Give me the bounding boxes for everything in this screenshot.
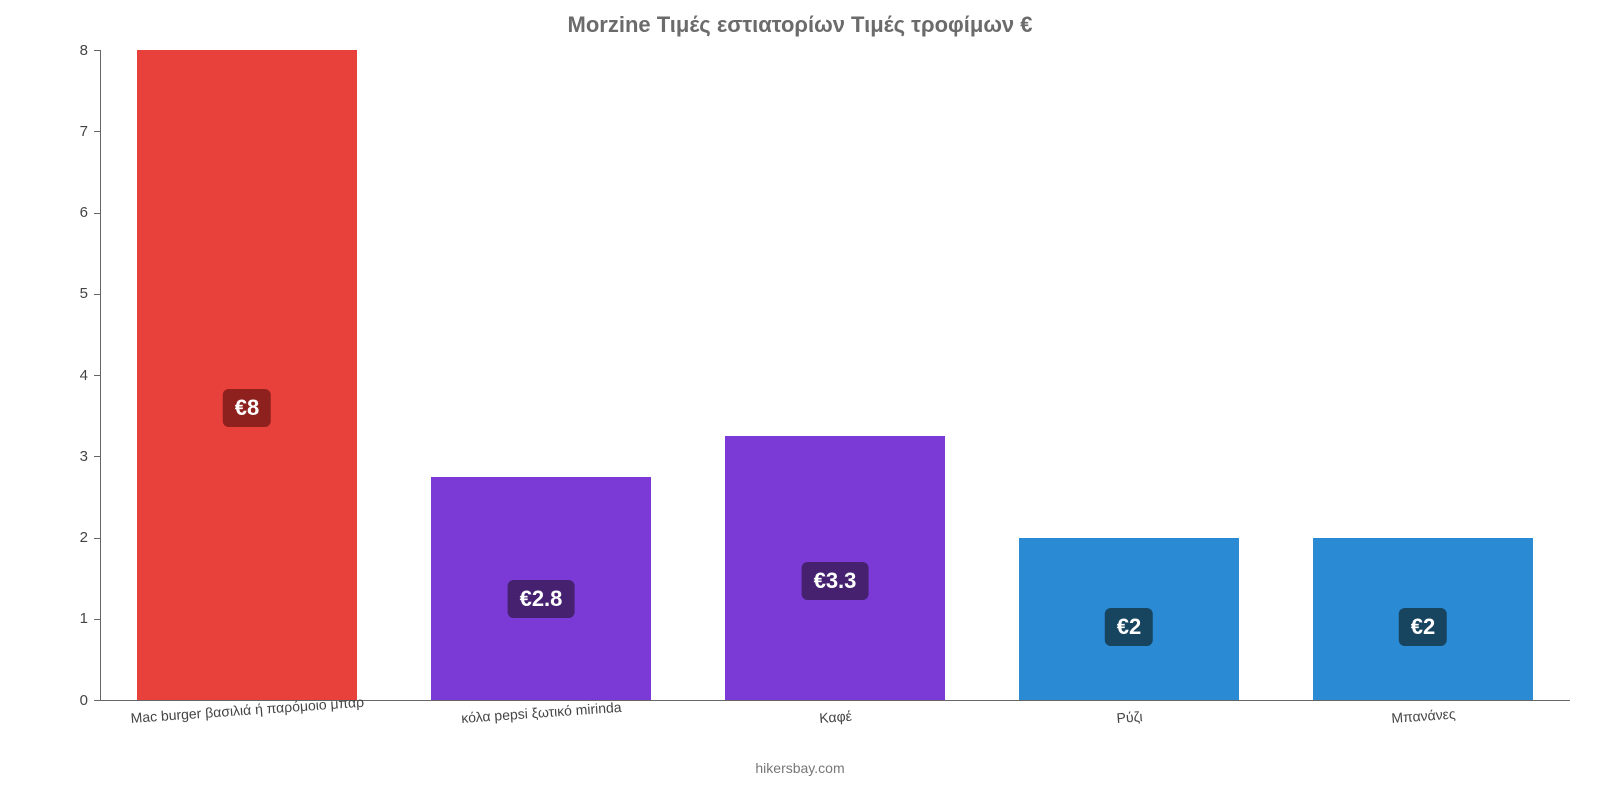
y-tick xyxy=(94,213,100,214)
y-tick xyxy=(94,294,100,295)
y-tick-label: 8 xyxy=(50,42,88,59)
y-tick-label: 0 xyxy=(50,692,88,709)
y-tick-label: 7 xyxy=(50,123,88,140)
chart-container: Morzine Τιμές εστιατορίων Τιμές τροφίμων… xyxy=(0,0,1600,800)
y-tick-label: 2 xyxy=(50,529,88,546)
bar-value-label: €2.8 xyxy=(508,580,575,618)
x-category-label: κόλα pepsi ξωτικό mirinda xyxy=(461,699,622,726)
y-tick xyxy=(94,538,100,539)
y-tick xyxy=(94,131,100,132)
bar-value-label: €2 xyxy=(1399,608,1447,646)
y-tick-label: 5 xyxy=(50,285,88,302)
bar-value-label: €8 xyxy=(223,389,271,427)
y-tick xyxy=(94,700,100,701)
y-tick-label: 4 xyxy=(50,367,88,384)
plot-area: €8 €2.8 €3.3 €2 €2 xyxy=(100,50,1570,700)
y-tick xyxy=(94,456,100,457)
attribution-text: hikersbay.com xyxy=(0,760,1600,776)
bar xyxy=(137,50,358,700)
x-category-label: Ρύζι xyxy=(1116,708,1143,726)
x-category-label: Καφέ xyxy=(819,708,853,726)
x-category-label: Μπανάνες xyxy=(1391,706,1456,726)
y-tick-label: 3 xyxy=(50,448,88,465)
bar-value-label: €2 xyxy=(1105,608,1153,646)
y-tick-label: 1 xyxy=(50,610,88,627)
chart-title: Morzine Τιμές εστιατορίων Τιμές τροφίμων… xyxy=(0,12,1600,38)
y-tick xyxy=(94,50,100,51)
y-tick xyxy=(94,375,100,376)
y-tick-label: 6 xyxy=(50,204,88,221)
bar-value-label: €3.3 xyxy=(802,562,869,600)
y-axis xyxy=(100,50,101,700)
y-tick xyxy=(94,619,100,620)
